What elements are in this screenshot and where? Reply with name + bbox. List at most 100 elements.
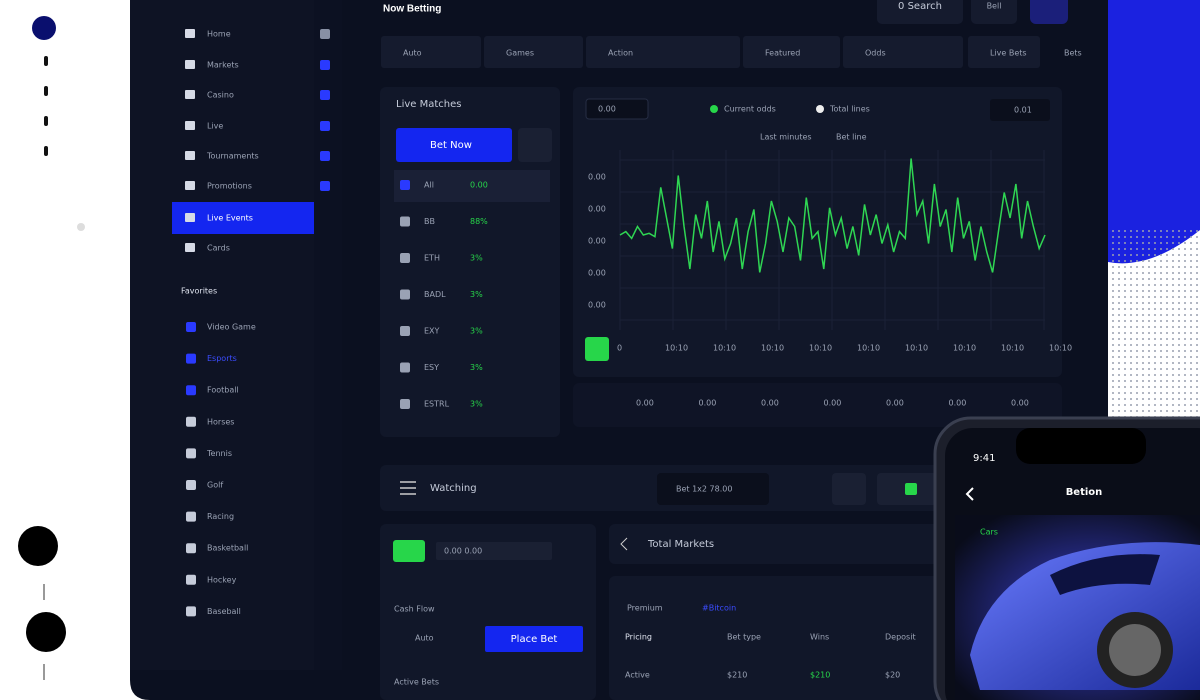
button[interactable] [518, 128, 552, 162]
nav-item[interactable]: Home [207, 30, 231, 39]
button-label[interactable]: Bet Now [430, 140, 472, 151]
selector-label[interactable]: 0.01 [1014, 106, 1032, 115]
nav-item[interactable]: Baseball [207, 607, 241, 616]
filter-label[interactable]: Odds [865, 49, 886, 58]
price-line [619, 158, 1046, 273]
nav-item[interactable]: Live [207, 122, 223, 131]
filter-label[interactable]: Featured [765, 49, 800, 58]
nav-item[interactable]: Football [207, 386, 239, 395]
nav-item[interactable]: Esports [207, 354, 237, 363]
row-icon [400, 362, 410, 373]
filter-label[interactable]: Live Bets [990, 49, 1027, 58]
nav-item[interactable]: Basketball [207, 544, 248, 553]
dot [18, 526, 58, 566]
panel-title: Total Markets [647, 539, 714, 550]
nav-item[interactable]: Horses [207, 417, 234, 426]
row-name: ESTRL [424, 400, 450, 409]
filter-chip[interactable] [968, 36, 1040, 68]
row-name: EXY [424, 327, 440, 336]
nav-icon [185, 121, 195, 130]
nav-icon [186, 606, 196, 617]
button-label[interactable]: Bell [987, 2, 1002, 11]
button[interactable] [396, 128, 512, 162]
table-cell: Active [625, 671, 650, 680]
badge [585, 98, 649, 120]
toggle[interactable] [905, 483, 917, 495]
label: Cash Flow [394, 605, 435, 614]
back-icon[interactable] [965, 487, 974, 501]
icon [393, 540, 425, 562]
table-header: Wins [810, 633, 829, 642]
avatar[interactable] [1030, 0, 1068, 24]
tab[interactable]: #Bitcoin [702, 604, 736, 613]
panel [609, 524, 949, 564]
nav-item[interactable]: Live Events [207, 214, 253, 223]
footer-label: 0.00 [636, 399, 654, 408]
x-label: 0 [617, 344, 622, 353]
select-label[interactable]: Auto [415, 634, 434, 643]
filter-label[interactable]: Action [608, 49, 633, 58]
nav-item[interactable]: Tennis [206, 449, 232, 458]
field-value[interactable]: 0.00 0.00 [444, 547, 482, 556]
back-icon[interactable] [620, 537, 628, 551]
table-cell: $20 [885, 671, 900, 680]
y-label: 0.00 [588, 269, 606, 278]
button-label[interactable]: Place Bet [511, 634, 558, 645]
nav-icon [185, 60, 195, 69]
row-name: ESY [424, 363, 439, 372]
nav-item[interactable]: Cards [207, 244, 230, 253]
filter-label[interactable]: Games [506, 49, 534, 58]
rail-icon [320, 181, 330, 191]
nav-icon [186, 480, 196, 490]
filter-chip[interactable] [586, 36, 740, 68]
rail-icon [320, 60, 330, 70]
nav-item[interactable]: Hockey [207, 575, 237, 584]
tab[interactable]: Premium [627, 604, 663, 613]
row-icon [400, 399, 410, 409]
filter-label[interactable]: Auto [403, 49, 422, 58]
nav-icon [186, 322, 196, 332]
nav-item[interactable]: Promotions [207, 182, 252, 191]
row-highlight [394, 170, 550, 202]
legend-dot [710, 105, 718, 113]
nav-item[interactable]: Golf [207, 481, 223, 490]
nav-item[interactable]: Video Game [207, 323, 256, 332]
table-cell: $210 [810, 671, 830, 680]
menu-icon[interactable] [400, 481, 416, 495]
phone-tag: Cars [980, 528, 998, 537]
page-title: Now Betting [383, 4, 441, 15]
button[interactable] [877, 0, 963, 24]
filter-label[interactable]: Bets [1064, 49, 1082, 58]
filter-chip[interactable] [843, 36, 963, 68]
row-icon [400, 216, 410, 227]
button-label[interactable]: 0 Search [898, 1, 942, 12]
row-icon [400, 253, 410, 263]
dot [26, 612, 66, 652]
icon-rail [314, 0, 342, 670]
filter-chip[interactable] [484, 36, 583, 68]
watch-title: Watching [430, 483, 477, 494]
legend-label: Current odds [724, 105, 776, 114]
button[interactable] [832, 473, 866, 505]
nav-item[interactable]: Tournaments [206, 152, 259, 161]
nav-icon [186, 574, 196, 585]
row-icon [400, 326, 410, 336]
dropdown-label[interactable]: Bet 1x2 78.00 [676, 485, 732, 494]
filter-chip[interactable] [743, 36, 840, 68]
dropdown[interactable] [657, 473, 769, 505]
subtitle: Last minutes [760, 133, 812, 142]
selector[interactable] [990, 99, 1050, 121]
nav-item[interactable]: Casino [207, 91, 234, 100]
button[interactable] [485, 626, 583, 652]
footer-label: 0.00 [699, 399, 717, 408]
blob [1108, 0, 1200, 264]
button[interactable] [971, 0, 1017, 24]
phone-time: 9:41 [973, 453, 995, 464]
nav-icon [185, 243, 195, 252]
nav-item[interactable]: Racing [207, 512, 234, 521]
active-item [172, 202, 314, 234]
nav-icon [186, 353, 196, 364]
nav-item[interactable]: Markets [207, 61, 239, 70]
field[interactable] [436, 542, 552, 560]
filter-chip[interactable] [381, 36, 481, 68]
